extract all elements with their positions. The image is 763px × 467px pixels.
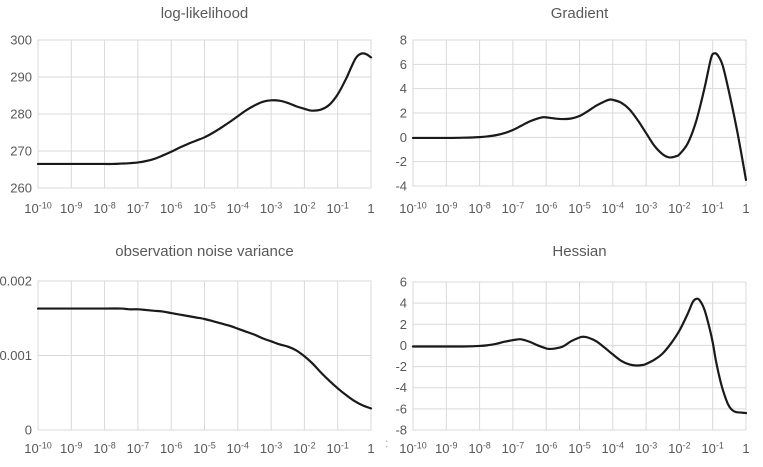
- observation-noise-variance-x-tick: 10-5: [193, 441, 215, 457]
- observation-noise-variance-x-tick: 10-9: [60, 441, 82, 457]
- log-likelihood-curve: [36, 52, 373, 166]
- gradient-title: Gradient: [551, 5, 609, 22]
- observation-noise-variance-x-tick: 10-10: [24, 441, 51, 457]
- gradient-chart: -4 -2 0 2 4 6 8 10-10 10-9 10-8 10-7 10-6 10-5 10-4 10…: [395, 5, 749, 217]
- gradient-x-tick: 10-5: [568, 201, 590, 217]
- observation-noise-variance-x-tick: 10-2: [293, 441, 315, 457]
- gradient-x-tick: 10-10: [399, 201, 426, 217]
- chart-cell-hessian: -8 -6 -4 -2 0 2 4 6 10-10 10-9 10-8 10-7 10-6 10-5 10-…: [381, 233, 763, 467]
- chart-cell-observation-noise-variance: 0 0.001 0.002 10-10 10-9 10-8 10-7 10-6 10-5 10-4…: [0, 233, 381, 467]
- hessian-title: Hessian: [552, 243, 606, 260]
- log-likelihood-x-tick: 10-6: [160, 201, 182, 217]
- hessian-x-tick: 10-10: [399, 441, 426, 457]
- observation-noise-variance-x-tick: 10-4: [227, 441, 249, 457]
- gradient-x-tick: 10-4: [602, 201, 624, 217]
- observation-noise-variance-x-tick: 10-8: [93, 441, 115, 457]
- observation-noise-variance-chart: 0 0.001 0.002 10-10 10-9 10-8 10-7 10-6 10-5 10-4…: [0, 243, 375, 457]
- gradient-y-tick: 4: [400, 81, 407, 96]
- gradient-x-tick: 10-1: [701, 201, 723, 217]
- log-likelihood-y-tick: 290: [10, 70, 32, 85]
- gradient-y-tick: 2: [400, 106, 407, 121]
- log-likelihood-x-tick: 10-8: [93, 201, 115, 217]
- hessian-y-tick: -6: [395, 401, 407, 416]
- hessian-y-tick: 6: [400, 275, 407, 290]
- gradient-y-tick: 6: [400, 57, 407, 72]
- gradient-y-tick: -4: [395, 179, 407, 194]
- log-likelihood-y-tick: 280: [10, 107, 32, 122]
- gradient-y-tick: -2: [395, 154, 407, 169]
- log-likelihood-y-tick: 260: [10, 181, 32, 196]
- gradient-x-tick: 10-2: [668, 201, 690, 217]
- log-likelihood-x-tick: 10-10: [24, 201, 51, 217]
- log-likelihood-x-tick: 10-5: [193, 201, 215, 217]
- gradient-x-tick: 10-9: [435, 201, 457, 217]
- hessian-x-tick: 10-6: [535, 441, 557, 457]
- observation-noise-variance-y-tick: 0.001: [0, 348, 32, 363]
- gradient-y-tick: 0: [400, 130, 407, 145]
- observation-noise-variance-title: observation noise variance: [115, 243, 293, 260]
- hessian-x-tick: 10-8: [468, 441, 490, 457]
- observation-noise-variance-x-tick: 10-3: [260, 441, 282, 457]
- observation-noise-variance-curve: [36, 307, 373, 410]
- log-likelihood-y-tick: 300: [10, 33, 32, 48]
- observation-noise-variance-y-tick: 0.002: [0, 274, 32, 289]
- log-likelihood-x-tick: 10-7: [127, 201, 149, 217]
- log-likelihood-x-tick: 10-4: [227, 201, 249, 217]
- gradient-x-tick: 10-6: [535, 201, 557, 217]
- gradient-x-tick: 10-7: [502, 201, 524, 217]
- stray-colon-mark: :: [385, 436, 389, 450]
- log-likelihood-x-tick: 1: [367, 201, 374, 216]
- observation-noise-variance-y-tick: 0: [25, 423, 32, 438]
- observation-noise-variance-x-tick: 1: [367, 441, 374, 456]
- hessian-y-tick: -8: [395, 423, 407, 438]
- log-likelihood-x-tick: 10-2: [293, 201, 315, 217]
- hessian-y-tick: 0: [400, 338, 407, 353]
- hessian-x-tick: 10-9: [435, 441, 457, 457]
- gradient-curve: [411, 52, 748, 182]
- log-likelihood-y-tick: 270: [10, 144, 32, 159]
- log-likelihood-chart: 260 270 280 290 300 10-10 10-9 10-8 10-7 10-6 10-5…: [10, 5, 374, 217]
- hessian-y-tick: 4: [400, 296, 407, 311]
- hessian-x-tick: 10-4: [602, 441, 624, 457]
- gradient-x-tick: 10-3: [635, 201, 657, 217]
- observation-noise-variance-x-tick: 10-1: [326, 441, 348, 457]
- chart-cell-log-likelihood: 260 270 280 290 300 10-10 10-9 10-8 10-7 10-6 10-5…: [0, 0, 381, 233]
- hessian-x-tick: 10-5: [568, 441, 590, 457]
- observation-noise-variance-x-tick: 10-7: [127, 441, 149, 457]
- observation-noise-variance-x-tick: 10-6: [160, 441, 182, 457]
- gradient-x-tick: 1: [742, 201, 749, 216]
- hessian-x-tick: 10-1: [701, 441, 723, 457]
- log-likelihood-x-tick: 10-3: [260, 201, 282, 217]
- log-likelihood-title: log-likelihood: [161, 5, 249, 22]
- gradient-y-tick: 8: [400, 33, 407, 48]
- hessian-y-tick: -4: [395, 380, 407, 395]
- hessian-x-tick: 1: [742, 441, 749, 456]
- hessian-y-tick: -2: [395, 359, 407, 374]
- hessian-x-tick: 10-2: [668, 441, 690, 457]
- hessian-curve: [411, 297, 748, 415]
- chart-cell-gradient: -4 -2 0 2 4 6 8 10-10 10-9 10-8 10-7 10-6 10-5 10-4 10…: [381, 0, 763, 233]
- hessian-x-tick: 10-3: [635, 441, 657, 457]
- gradient-x-tick: 10-8: [468, 201, 490, 217]
- log-likelihood-x-tick: 10-1: [326, 201, 348, 217]
- hessian-x-tick: 10-7: [502, 441, 524, 457]
- log-likelihood-x-tick: 10-9: [60, 201, 82, 217]
- hessian-y-tick: 2: [400, 317, 407, 332]
- hessian-chart: -8 -6 -4 -2 0 2 4 6 10-10 10-9 10-8 10-7 10-6 10-5 10-…: [395, 243, 749, 457]
